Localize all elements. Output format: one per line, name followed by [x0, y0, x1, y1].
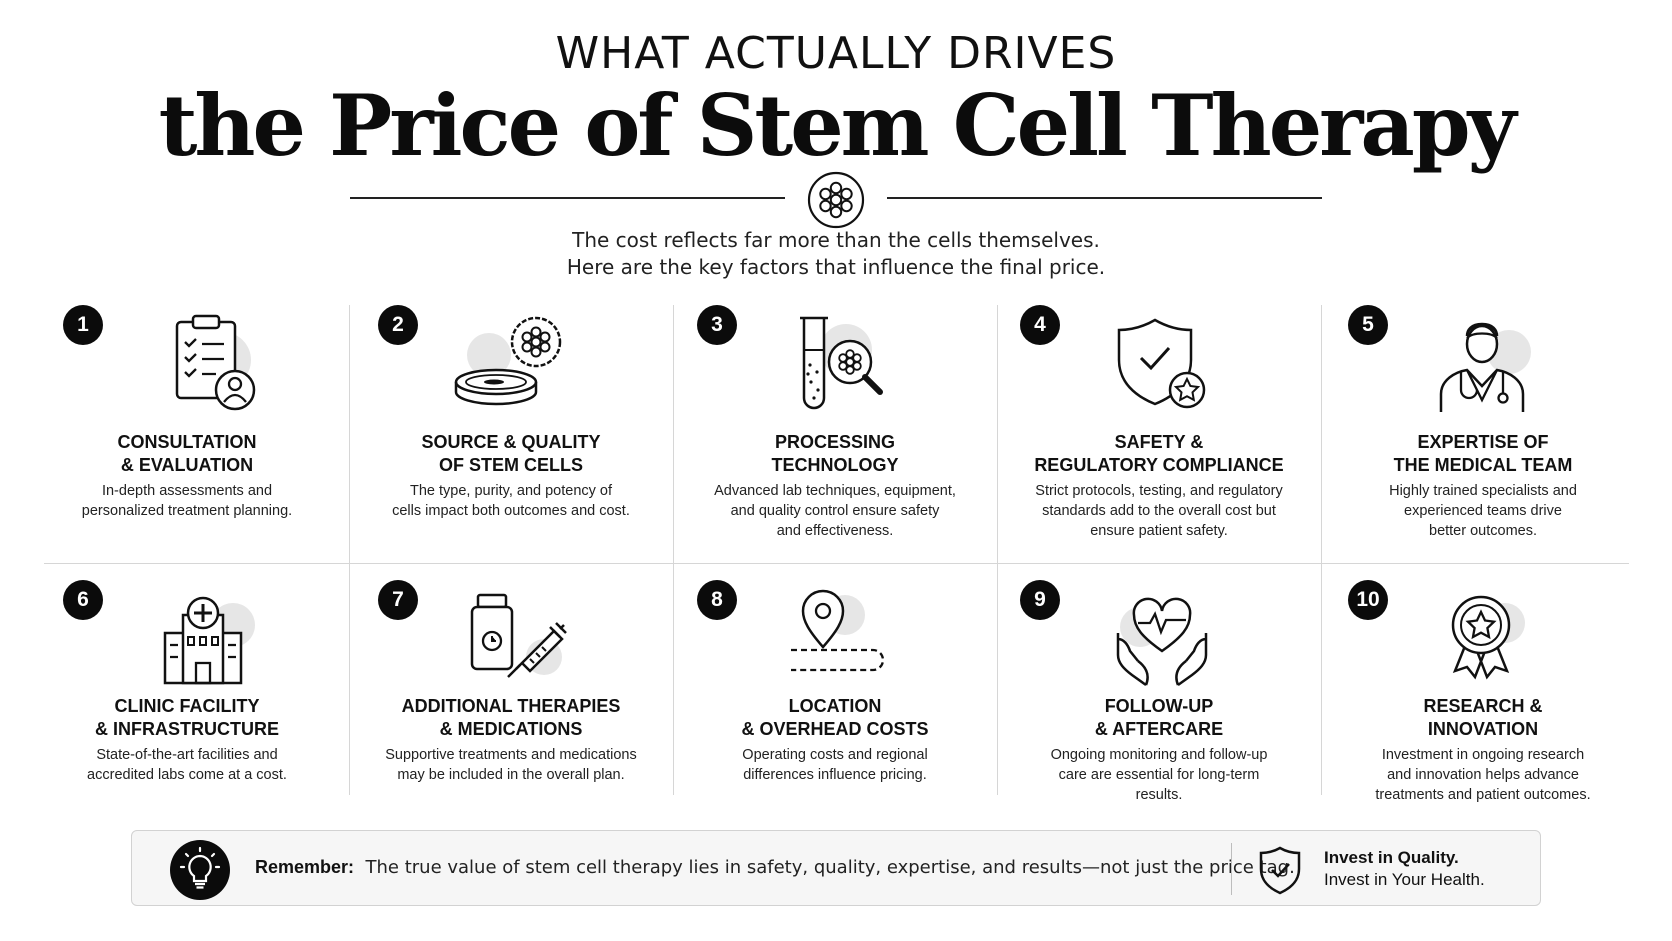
factor-description: Supportive treatments and medications ma… — [385, 747, 637, 783]
grid-divider-vertical — [673, 305, 674, 795]
title-rule-left — [350, 197, 785, 199]
header-kicker: WHAT ACTUALLY DRIVES — [555, 28, 1117, 79]
lightbulb-icon — [179, 846, 221, 889]
factor-description: Ongoing monitoring and follow-up care ar… — [1050, 747, 1268, 803]
title-rule-right — [887, 197, 1322, 199]
reminder-message: The true value of stem cell therapy lies… — [365, 857, 1295, 878]
reminder-banner: Remember: The true value of stem cell th… — [131, 830, 1541, 906]
factor-description: In-depth assessments and personalized tr… — [81, 483, 293, 519]
test-tube-magnifier-icon — [800, 316, 883, 410]
factor-number-badge: 4 — [1020, 305, 1060, 345]
factor-number-badge: 10 — [1348, 580, 1388, 620]
factor-number-badge: 9 — [1020, 580, 1060, 620]
factor-title: LOCATION & OVERHEAD COSTS — [741, 696, 929, 739]
factor-title: CLINIC FACILITY & INFRASTRUCTURE — [95, 696, 279, 739]
heart-hands-icon — [1116, 597, 1208, 687]
invest-line-1: Invest in Quality. — [1324, 848, 1459, 867]
factor-number-badge: 2 — [378, 305, 418, 345]
medicine-bottle-syringe-icon — [470, 593, 567, 678]
factor-title: ADDITIONAL THERAPIES & MEDICATIONS — [401, 696, 621, 739]
factor-description: Investment in ongoing research and innov… — [1375, 747, 1591, 803]
reminder-text: Remember: The true value of stem cell th… — [255, 857, 1295, 878]
factor-title: CONSULTATION & EVALUATION — [117, 432, 257, 475]
shield-check-icon — [1259, 846, 1301, 895]
factor-title: FOLLOW-UP & AFTERCARE — [1094, 696, 1224, 739]
factor-number-badge: 5 — [1348, 305, 1388, 345]
grid-divider-vertical — [1321, 305, 1322, 795]
grid-divider-vertical — [349, 305, 350, 795]
factor-title: PROCESSING TECHNOLOGY — [771, 432, 899, 475]
intro-text: The cost reflects far more than the cell… — [0, 227, 1672, 281]
petri-dish-cells-icon — [454, 316, 562, 406]
doctor-icon — [1439, 322, 1531, 412]
factor-title: EXPERTISE OF THE MEDICAL TEAM — [1393, 432, 1573, 475]
lightbulb-badge — [170, 840, 230, 900]
hospital-building-icon — [163, 596, 255, 685]
shield-check-star-icon — [1117, 318, 1206, 409]
factor-number-badge: 6 — [63, 580, 103, 620]
factor-number-badge: 3 — [697, 305, 737, 345]
grid-divider-horizontal — [44, 563, 1629, 564]
factor-description: State-of-the-art facilities and accredit… — [87, 747, 287, 783]
location-pin-icon — [791, 589, 885, 672]
page-title: the Price of Stem Cell Therapy — [158, 76, 1517, 175]
factor-number-badge: 8 — [697, 580, 737, 620]
factor-description: Operating costs and regional differences… — [742, 747, 928, 783]
factor-description: Strict protocols, testing, and regulator… — [1035, 483, 1283, 539]
award-ribbon-icon — [1451, 595, 1525, 680]
grid-divider-vertical — [997, 305, 998, 795]
clipboard-person-icon — [175, 314, 256, 411]
factor-description: Highly trained specialists and experienc… — [1389, 483, 1577, 539]
reminder-label: Remember: — [255, 857, 355, 877]
factor-description: Advanced lab techniques, equipment, and … — [714, 483, 956, 539]
cell-cluster-icon — [807, 171, 865, 229]
factor-title: RESEARCH & INNOVATION — [1423, 696, 1543, 739]
invest-slogan: Invest in Quality. Invest in Your Health… — [1324, 847, 1485, 891]
factor-title: SAFETY & REGULATORY COMPLIANCE — [1034, 432, 1284, 475]
factor-description: The type, purity, and potency of cells i… — [392, 483, 630, 519]
invest-line-2: Invest in Your Health. — [1324, 870, 1485, 889]
factor-number-badge: 7 — [378, 580, 418, 620]
intro-line-2: Here are the key factors that influence … — [566, 255, 1106, 279]
footer-divider — [1231, 843, 1232, 895]
intro-line-1: The cost reflects far more than the cell… — [572, 228, 1100, 252]
factor-number-badge: 1 — [63, 305, 103, 345]
factor-title: SOURCE & QUALITY OF STEM CELLS — [421, 432, 601, 475]
